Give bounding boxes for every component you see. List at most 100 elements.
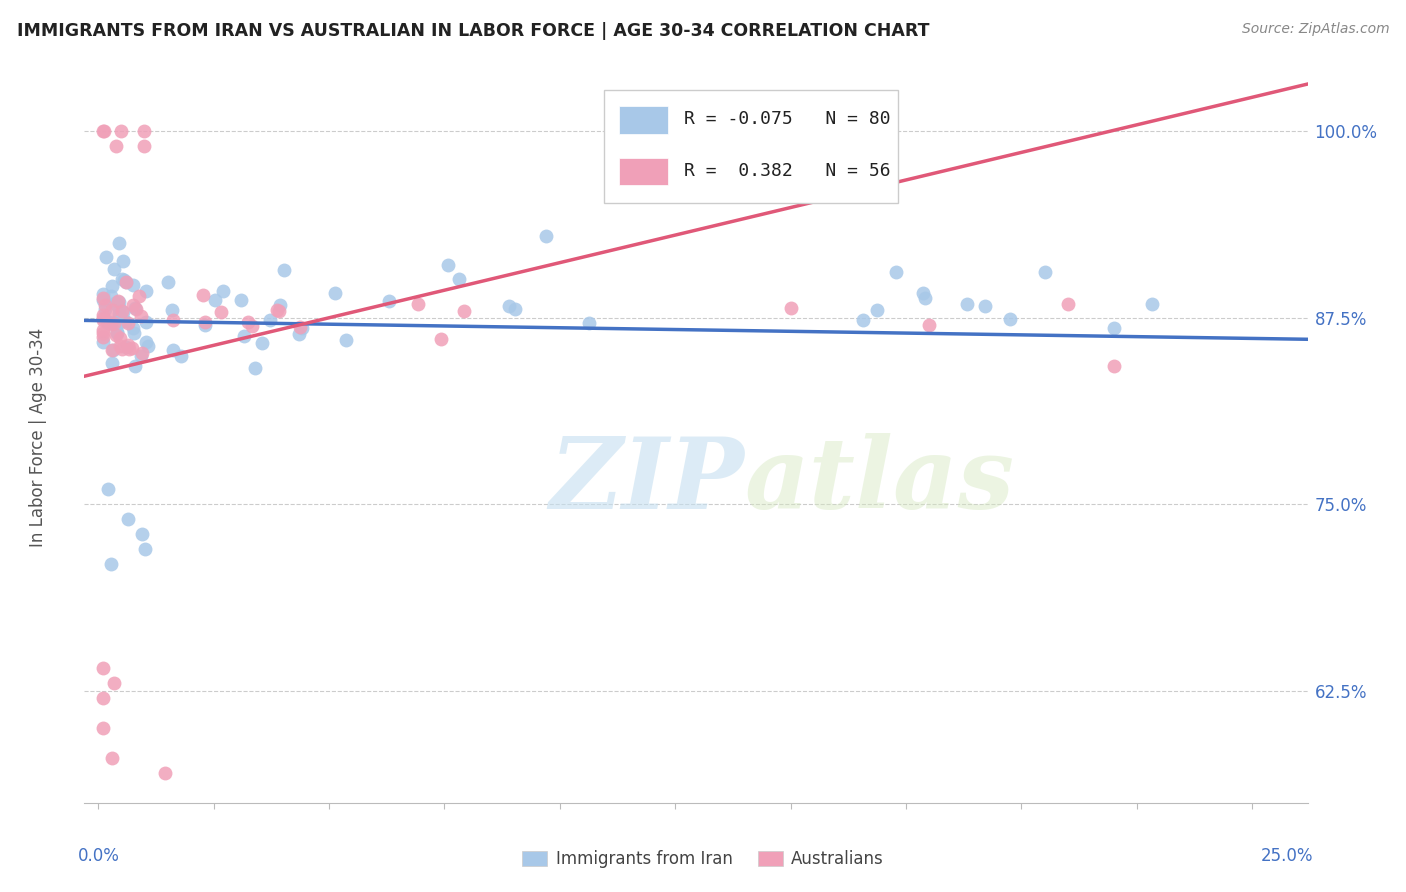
Point	[101, 343, 124, 358]
Point	[112, 305, 135, 319]
Point	[212, 285, 235, 299]
Point	[291, 321, 314, 335]
Point	[209, 305, 232, 319]
Point	[117, 512, 139, 526]
Point	[111, 343, 134, 357]
Point	[91, 293, 114, 307]
Point	[104, 139, 127, 153]
Point	[103, 261, 125, 276]
Point	[323, 286, 346, 301]
Point	[191, 287, 214, 301]
Point	[91, 312, 114, 326]
Text: atlas: atlas	[745, 433, 1015, 529]
Point	[97, 483, 120, 497]
Point	[157, 275, 180, 289]
FancyBboxPatch shape	[605, 90, 898, 203]
Legend: Immigrants from Iran, Australians: Immigrants from Iran, Australians	[516, 844, 890, 875]
Point	[91, 291, 114, 305]
Point	[437, 258, 460, 272]
Text: In Labor Force | Age 30-34: In Labor Force | Age 30-34	[30, 327, 46, 547]
Point	[288, 320, 311, 334]
Point	[101, 356, 124, 370]
Point	[107, 301, 129, 316]
Point	[259, 313, 281, 327]
Point	[91, 330, 114, 344]
Text: ZIP: ZIP	[550, 433, 744, 529]
Point	[914, 291, 936, 305]
Point	[974, 299, 997, 313]
Point	[124, 359, 146, 374]
Point	[135, 315, 157, 329]
Point	[998, 311, 1021, 326]
Point	[194, 318, 217, 332]
Point	[1056, 296, 1078, 310]
Point	[1102, 321, 1125, 335]
Point	[269, 297, 291, 311]
Point	[107, 299, 129, 313]
Point	[122, 278, 145, 293]
Point	[115, 340, 138, 354]
Point	[453, 304, 475, 318]
Point	[94, 250, 117, 264]
Point	[238, 315, 260, 329]
Point	[91, 323, 114, 337]
Text: 25.0%: 25.0%	[1261, 847, 1313, 864]
Point	[122, 298, 145, 312]
Point	[91, 326, 114, 340]
Point	[108, 339, 131, 353]
Point	[107, 310, 129, 324]
Point	[578, 316, 600, 330]
Point	[105, 326, 128, 340]
Point	[162, 313, 184, 327]
Point	[111, 253, 134, 268]
Point	[912, 285, 935, 300]
Point	[132, 139, 155, 153]
Point	[269, 304, 291, 318]
Point	[503, 302, 526, 317]
Point	[233, 328, 256, 343]
Point	[110, 124, 132, 138]
Point	[93, 124, 115, 138]
Point	[866, 302, 889, 317]
Point	[103, 316, 125, 330]
Text: IMMIGRANTS FROM IRAN VS AUSTRALIAN IN LABOR FORCE | AGE 30-34 CORRELATION CHART: IMMIGRANTS FROM IRAN VS AUSTRALIAN IN LA…	[17, 22, 929, 40]
Point	[124, 326, 146, 340]
Point	[449, 272, 471, 286]
Point	[124, 301, 146, 316]
Point	[91, 124, 114, 138]
Point	[100, 557, 122, 571]
Text: R =  0.382   N = 56: R = 0.382 N = 56	[683, 161, 890, 180]
Point	[115, 275, 138, 289]
Point	[886, 265, 908, 279]
Point	[111, 304, 134, 318]
Point	[128, 289, 150, 303]
Point	[100, 289, 122, 303]
Point	[134, 542, 156, 557]
Point	[107, 293, 129, 308]
Point	[112, 273, 135, 287]
Point	[91, 721, 114, 735]
Point	[115, 275, 138, 289]
Point	[266, 303, 288, 318]
Point	[91, 310, 114, 325]
Point	[117, 338, 139, 352]
Point	[429, 333, 451, 347]
Point	[153, 766, 176, 780]
Point	[335, 333, 357, 347]
Point	[131, 346, 153, 360]
Text: 0.0%: 0.0%	[79, 847, 120, 864]
Point	[97, 315, 120, 329]
Point	[107, 294, 129, 309]
Point	[498, 299, 520, 313]
Point	[273, 263, 295, 277]
Point	[93, 298, 115, 312]
Point	[117, 316, 139, 330]
Point	[1140, 297, 1163, 311]
Point	[91, 661, 114, 675]
Point	[129, 309, 152, 323]
Point	[779, 301, 801, 315]
Point	[135, 335, 157, 350]
Point	[288, 326, 311, 341]
Point	[104, 327, 127, 342]
Text: R = -0.075   N = 80: R = -0.075 N = 80	[683, 110, 890, 128]
